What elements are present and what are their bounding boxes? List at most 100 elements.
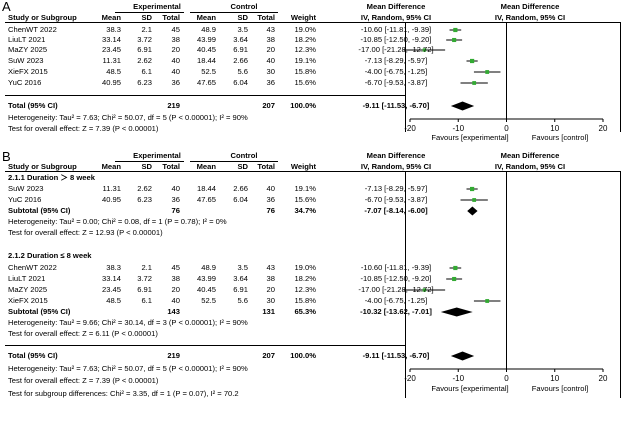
a-plot-right-border bbox=[620, 22, 621, 132]
b-sub2-row-1-study-name: LiuLT 2021 bbox=[8, 274, 46, 283]
a-header-control: Control bbox=[230, 2, 258, 11]
a-header-exp-total: Total bbox=[162, 13, 180, 22]
b-tick-label-3: 10 bbox=[550, 374, 559, 383]
b-exp-underline bbox=[115, 161, 184, 162]
b-sub2-study-0-marker bbox=[453, 265, 458, 271]
b-sub1-row-1-weight: 15.6% bbox=[294, 195, 316, 204]
b-sub2-row-3-exp-total: 40 bbox=[171, 296, 180, 305]
a-header-rule bbox=[5, 22, 620, 23]
b-sub1-row-1-exp-sd: 6.23 bbox=[137, 195, 152, 204]
b-tick-label-1: -10 bbox=[452, 374, 464, 383]
b-sub2-row-3-exp-mean: 48.5 bbox=[106, 296, 121, 305]
b-header-exp-sd: SD bbox=[141, 162, 152, 171]
b-sub1-subtotal-ctl-total: 76 bbox=[266, 206, 275, 215]
b-overall-effect: Test for overall effect: Z = 7.39 (P < 0… bbox=[8, 376, 159, 385]
b-sub1-row-0-ctl-mean: 18.44 bbox=[196, 184, 216, 193]
b-header-md-sub: IV, Random, 95% CI bbox=[360, 162, 432, 171]
a-row-4-ctl-total: 30 bbox=[266, 67, 275, 76]
b-sub1-row-0-exp-total: 40 bbox=[171, 184, 180, 193]
a-row-1-exp-mean: 33.14 bbox=[101, 35, 121, 44]
a-study-0-marker bbox=[453, 27, 458, 33]
b-subgroup-differences: Test for subgroup differences: Chi² = 3.… bbox=[8, 389, 239, 398]
b-sub2-row-1-ctl-mean: 43.99 bbox=[196, 274, 216, 283]
a-heterogeneity: Heterogeneity: Tau² = 7.63; Chi² = 50.07… bbox=[8, 113, 248, 122]
b-sub2-row-2-exp-total: 20 bbox=[171, 285, 180, 294]
b-heterogeneity: Heterogeneity: Tau² = 7.63; Chi² = 50.07… bbox=[8, 364, 248, 373]
a-row-5-ctl-sd: 6.04 bbox=[233, 78, 248, 87]
b-sub1-row-1-ctl-total: 36 bbox=[266, 195, 275, 204]
b-sub2-row-2-ctl-sd: 6.91 bbox=[233, 285, 248, 294]
a-row-2-ctl-mean: 40.45 bbox=[196, 45, 216, 54]
b-sub2-row-2-ci: -17.00 [-21.28, -12.72] bbox=[358, 285, 434, 294]
b-sub2-row-2-exp-mean: 23.45 bbox=[101, 285, 121, 294]
b-total-ci: -9.11 [-11.53, -6.70] bbox=[362, 351, 430, 360]
a-row-4-exp-mean: 48.5 bbox=[106, 67, 121, 76]
b-sub2-subtotal-exp-total: 143 bbox=[167, 307, 180, 316]
b-sub1-overall-effect: Test for overall effect: Z = 12.93 (P < … bbox=[8, 228, 163, 237]
a-row-1-exp-sd: 3.72 bbox=[137, 35, 152, 44]
a-row-3-ci: -7.13 [-8.29, -5.97] bbox=[364, 56, 428, 65]
a-study-5-marker bbox=[472, 81, 477, 85]
a-row-5-exp-total: 36 bbox=[171, 78, 180, 87]
b-sub2-row-3-ctl-sd: 5.6 bbox=[237, 296, 248, 305]
b-sub2-row-1-exp-mean: 33.14 bbox=[101, 274, 121, 283]
a-study-3-marker bbox=[469, 58, 475, 64]
a-row-2-study-name: MaZY 2025 bbox=[8, 45, 48, 54]
panel-b-letter: B bbox=[2, 149, 11, 164]
b-header-exp-total: Total bbox=[162, 162, 180, 171]
b-sub1-heterogeneity: Heterogeneity: Tau² = 0.00; Chi² = 0.08,… bbox=[8, 217, 227, 226]
panel-a-letter: A bbox=[2, 0, 11, 14]
b-sub2-row-3-ctl-mean: 52.5 bbox=[201, 296, 216, 305]
a-row-1-ci: -10.85 [-12.50, -9.20] bbox=[360, 35, 432, 44]
b-sub1-row-1-ctl-mean: 47.65 bbox=[196, 195, 216, 204]
b-favours-control: Favours [control] bbox=[531, 384, 589, 393]
b-favours-experimental: Favours [experimental] bbox=[431, 384, 509, 393]
a-row-2-ctl-total: 20 bbox=[266, 45, 275, 54]
b-sub2-study-3-marker bbox=[485, 299, 490, 303]
a-row-0-study-name: ChenWT 2022 bbox=[8, 25, 57, 34]
b-header-control: Control bbox=[230, 151, 258, 160]
a-row-4-ci: -4.00 [-6.75, -1.25] bbox=[364, 67, 428, 76]
a-total-label: Total (95% CI) bbox=[8, 101, 58, 110]
b-sub2-subtotal-ctl-total: 131 bbox=[262, 307, 275, 316]
b-sub2-row-1-exp-sd: 3.72 bbox=[137, 274, 152, 283]
b-sub1-subtotal-exp-total: 76 bbox=[171, 206, 180, 215]
a-row-3-exp-sd: 2.62 bbox=[137, 56, 152, 65]
a-row-3-ctl-total: 40 bbox=[266, 56, 275, 65]
b-sub2-row-3-ci: -4.00 [-6.75, -1.25] bbox=[364, 296, 428, 305]
b-tick-label-4: 20 bbox=[599, 374, 608, 383]
a-header-weight: Weight bbox=[290, 13, 316, 22]
a-row-5-study-name: YuC 2016 bbox=[8, 78, 42, 87]
a-tick-label-0: -20 bbox=[404, 124, 416, 133]
a-row-2-exp-total: 20 bbox=[171, 45, 180, 54]
a-row-0-exp-mean: 38.3 bbox=[106, 25, 121, 34]
a-row-0-ctl-sd: 3.5 bbox=[237, 25, 248, 34]
a-total-ctl-total: 207 bbox=[262, 101, 275, 110]
b-header-ctl-mean: Mean bbox=[196, 162, 216, 171]
b-sub2-row-1-exp-total: 38 bbox=[171, 274, 180, 283]
b-sub2-row-2-ctl-total: 20 bbox=[266, 285, 275, 294]
a-row-0-ctl-total: 43 bbox=[266, 25, 275, 34]
b-header-md-plot: Mean Difference bbox=[500, 151, 560, 160]
b-plot-left-border bbox=[405, 171, 406, 398]
b-sub2-title: 2.1.2 Duration ≤ 8 week bbox=[8, 251, 92, 260]
a-row-3-exp-mean: 11.31 bbox=[102, 56, 121, 65]
a-total-diamond bbox=[450, 101, 475, 111]
b-sub2-row-0-exp-sd: 2.1 bbox=[141, 263, 152, 272]
a-header-exp-sd: SD bbox=[141, 13, 152, 22]
a-row-5-weight: 15.6% bbox=[294, 78, 316, 87]
a-row-0-exp-total: 45 bbox=[171, 25, 180, 34]
a-overall-effect: Test for overall effect: Z = 7.39 (P < 0… bbox=[8, 124, 159, 133]
b-header-ctl-total: Total bbox=[257, 162, 275, 171]
a-row-0-ci: -10.60 [-11.81, -9.39] bbox=[360, 25, 432, 34]
b-sub2-row-0-study-name: ChenWT 2022 bbox=[8, 263, 57, 272]
b-ctl-underline bbox=[190, 161, 278, 162]
b-sub1-row-0-ctl-sd: 2.66 bbox=[233, 184, 248, 193]
b-sub2-row-2-weight: 12.3% bbox=[294, 285, 316, 294]
b-header-md-sub-plot: IV, Random, 95% CI bbox=[494, 162, 566, 171]
a-row-4-ctl-mean: 52.5 bbox=[201, 67, 216, 76]
b-sub1-row-0-ctl-total: 40 bbox=[266, 184, 275, 193]
b-sub2-row-0-ctl-mean: 48.9 bbox=[201, 263, 216, 272]
a-row-5-ctl-total: 36 bbox=[266, 78, 275, 87]
